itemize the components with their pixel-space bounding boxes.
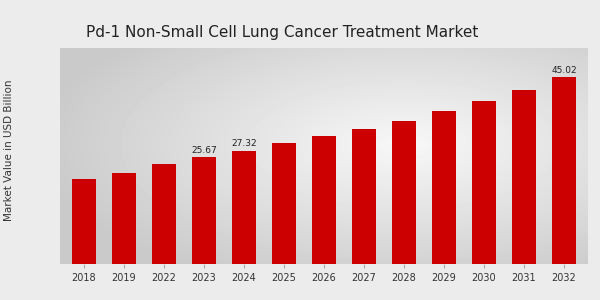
Bar	[392, 121, 416, 264]
Bar	[272, 143, 296, 264]
Bar	[192, 158, 216, 264]
Text: Market Value in USD Billion: Market Value in USD Billion	[4, 79, 14, 221]
Text: 25.67: 25.67	[191, 146, 217, 155]
Bar	[112, 173, 136, 264]
Title: Pd-1 Non-Small Cell Lung Cancer Treatment Market: Pd-1 Non-Small Cell Lung Cancer Treatmen…	[86, 25, 478, 40]
Bar	[472, 101, 496, 264]
Bar	[512, 89, 536, 264]
Bar	[232, 151, 256, 264]
Bar	[352, 129, 376, 264]
Bar	[152, 164, 176, 264]
Bar	[72, 179, 96, 264]
Bar	[432, 111, 456, 264]
Bar	[552, 77, 576, 264]
Bar	[312, 136, 336, 264]
Text: 45.02: 45.02	[551, 65, 577, 74]
Text: 27.32: 27.32	[231, 139, 257, 148]
